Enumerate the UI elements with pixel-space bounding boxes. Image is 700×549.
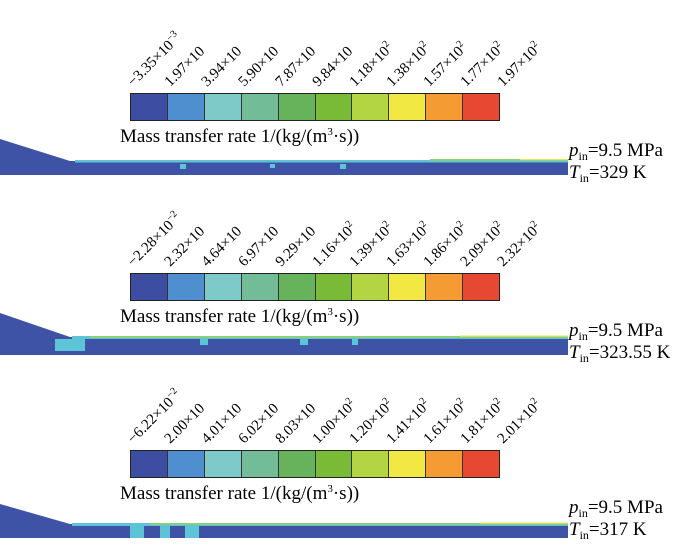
colorbar-cell bbox=[352, 274, 390, 300]
vapor-band bbox=[520, 159, 568, 161]
colorbar-cell bbox=[241, 274, 279, 300]
vapor-band bbox=[180, 164, 186, 169]
channel-contour bbox=[0, 139, 568, 175]
colorbar-cell bbox=[315, 451, 353, 477]
colorbar-cell bbox=[167, 94, 205, 120]
colorbar-tick-labels: −3.35×10−3 1.97×10 3.94×10 5.90×10 7.87×… bbox=[0, 0, 700, 90]
inlet-temperature: Tin=317 K bbox=[569, 519, 647, 542]
channel-contour bbox=[0, 504, 568, 538]
colorbar bbox=[130, 450, 500, 478]
colorbar-cell bbox=[426, 451, 464, 477]
colorbar-cell bbox=[315, 274, 353, 300]
colorbar-cell bbox=[278, 274, 316, 300]
colorbar-title: Mass transfer rate 1/(kg/(m3·s)) bbox=[120, 306, 360, 327]
nozzle-wall bbox=[0, 504, 568, 538]
colorbar-tick: 4.64×10 bbox=[198, 223, 246, 270]
colorbar-cell bbox=[463, 94, 500, 120]
colorbar-cell bbox=[204, 451, 242, 477]
contour-panel-3: −6.22×10−2 2.00×10 4.01×10 6.02×10 8.03×… bbox=[0, 357, 700, 542]
colorbar-cell bbox=[389, 274, 427, 300]
inlet-temperature: Tin=323.55 K bbox=[569, 342, 671, 365]
vapor-band bbox=[270, 164, 275, 168]
vapor-band bbox=[185, 526, 199, 538]
colorbar-cell bbox=[204, 94, 242, 120]
colorbar-tick-labels: −2.28×10−2 2.32×10 4.64×10 6.97×10 9.29×… bbox=[0, 180, 700, 270]
colorbar-cell bbox=[278, 94, 316, 120]
colorbar-tick: 7.87×10 bbox=[272, 43, 320, 90]
vapor-band bbox=[55, 339, 85, 351]
colorbar-tick: 9.29×10 bbox=[272, 223, 320, 270]
colorbar-tick: 3.94×10 bbox=[198, 43, 246, 90]
colorbar-tick: 6.97×10 bbox=[235, 223, 283, 270]
colorbar bbox=[130, 273, 500, 301]
colorbar-title: Mass transfer rate 1/(kg/(m3·s)) bbox=[120, 483, 360, 504]
colorbar-tick: 8.03×10 bbox=[272, 400, 320, 447]
vapor-band bbox=[460, 335, 568, 337]
inlet-pressure: pin=9.5 MPa bbox=[569, 320, 663, 343]
colorbar-cell bbox=[352, 94, 390, 120]
colorbar-cell bbox=[389, 451, 427, 477]
colorbar-cell bbox=[278, 451, 316, 477]
colorbar-cell bbox=[131, 274, 168, 300]
colorbar-cell bbox=[167, 274, 205, 300]
colorbar-cell bbox=[167, 451, 205, 477]
colorbar-tick: 5.90×10 bbox=[235, 43, 283, 90]
colorbar-cell bbox=[463, 274, 500, 300]
colorbar-cell bbox=[204, 274, 242, 300]
colorbar bbox=[130, 93, 500, 121]
colorbar-cell bbox=[389, 94, 427, 120]
colorbar-cell bbox=[315, 94, 353, 120]
channel-contour bbox=[0, 313, 568, 355]
vapor-band bbox=[90, 336, 568, 338]
vapor-band bbox=[480, 522, 568, 524]
nozzle-wall bbox=[0, 139, 568, 175]
colorbar-tick-labels: −6.22×10−2 2.00×10 4.01×10 6.02×10 8.03×… bbox=[0, 357, 700, 447]
colorbar-cell bbox=[352, 451, 390, 477]
contour-panel-1: −3.35×10−3 1.97×10 3.94×10 5.90×10 7.87×… bbox=[0, 0, 700, 185]
colorbar-cell bbox=[426, 94, 464, 120]
vapor-band bbox=[300, 339, 308, 345]
colorbar-cell bbox=[463, 451, 500, 477]
colorbar-cell bbox=[426, 274, 464, 300]
vapor-band bbox=[352, 339, 358, 345]
vapor-band bbox=[160, 526, 170, 538]
vapor-band bbox=[75, 160, 568, 163]
nozzle-wall bbox=[0, 313, 568, 355]
colorbar-tick: 6.02×10 bbox=[235, 400, 283, 447]
colorbar-cell bbox=[241, 451, 279, 477]
colorbar-tick: 4.01×10 bbox=[198, 400, 246, 447]
colorbar-cell bbox=[241, 94, 279, 120]
inlet-pressure: pin=9.5 MPa bbox=[569, 140, 663, 163]
colorbar-cell bbox=[131, 451, 168, 477]
vapor-band bbox=[150, 523, 568, 525]
contour-panel-2: −2.28×10−2 2.32×10 4.64×10 6.97×10 9.29×… bbox=[0, 180, 700, 365]
vapor-band bbox=[430, 159, 568, 161]
inlet-pressure: pin=9.5 MPa bbox=[569, 497, 663, 520]
colorbar-tick: 9.84×10 bbox=[309, 43, 357, 90]
colorbar-title: Mass transfer rate 1/(kg/(m3·s)) bbox=[120, 126, 360, 147]
vapor-band bbox=[200, 339, 208, 345]
colorbar-cell bbox=[131, 94, 168, 120]
vapor-band bbox=[340, 164, 346, 169]
vapor-band bbox=[130, 526, 144, 538]
inlet-temperature: Tin=329 K bbox=[569, 162, 647, 185]
